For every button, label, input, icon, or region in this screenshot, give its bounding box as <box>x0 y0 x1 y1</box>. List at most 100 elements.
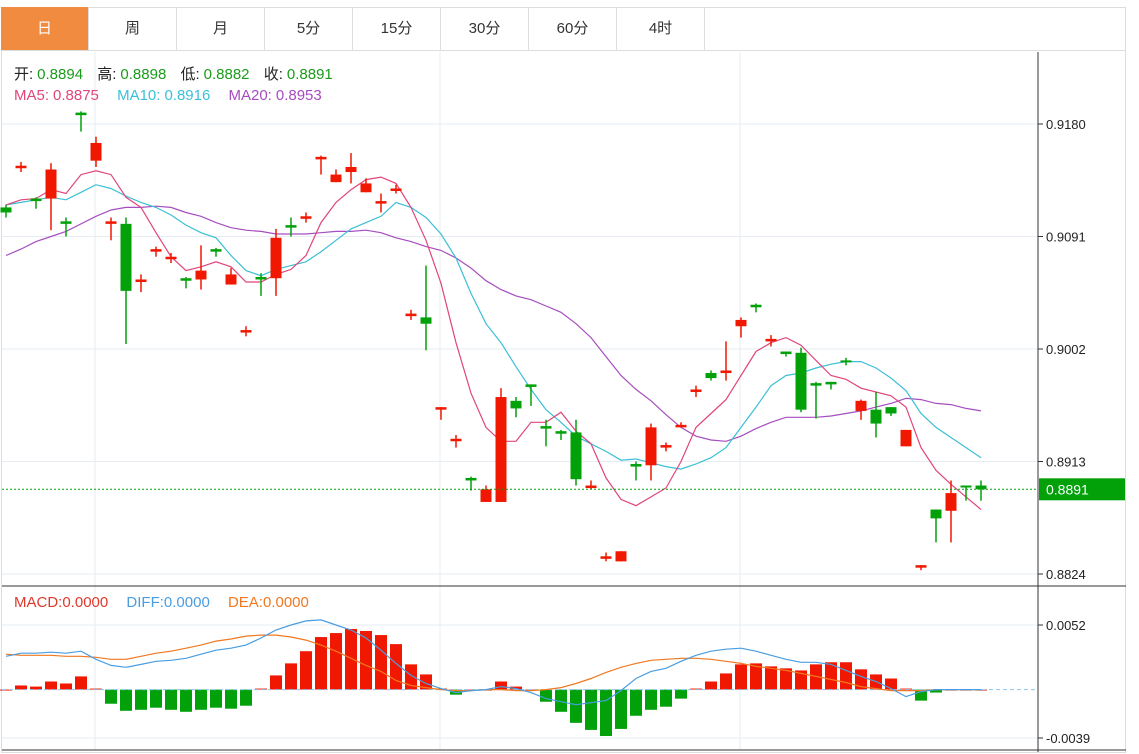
candle-body <box>75 112 87 116</box>
macd-histogram-bar <box>855 669 867 690</box>
candle-body <box>915 565 927 568</box>
macd-histogram-bar <box>930 689 942 693</box>
candle-body <box>135 279 147 283</box>
candle-body <box>315 156 327 160</box>
candle-body <box>945 493 957 511</box>
candle-body <box>405 313 417 317</box>
candle-body <box>855 400 867 411</box>
candle-body <box>810 383 822 386</box>
last-price-tag-label: 0.8891 <box>1046 481 1089 497</box>
candle-body <box>210 249 222 252</box>
chart-container <box>1 7 1126 753</box>
candle-body <box>255 276 267 280</box>
candle-body <box>240 330 252 333</box>
candle-body <box>900 429 912 447</box>
low-value: 0.8882 <box>203 66 250 83</box>
tab-60min[interactable]: 60分 <box>529 7 617 50</box>
candle-body <box>45 169 57 199</box>
macd-histogram-bar <box>345 628 357 690</box>
macd-histogram-bar <box>780 668 792 690</box>
macd-histogram-bar <box>195 689 207 710</box>
macd-histogram-bar <box>585 689 597 730</box>
macd-histogram-bar <box>615 689 627 729</box>
macd-histogram-bar <box>705 681 717 690</box>
candle-body <box>90 142 102 161</box>
candle-body <box>705 373 717 379</box>
tab-30min[interactable]: 30分 <box>441 7 529 50</box>
macd-histogram-bar <box>630 689 642 716</box>
candle-body <box>0 207 12 213</box>
candle-body <box>525 384 537 387</box>
candle-body <box>870 409 882 424</box>
price-tick-label: 0.8824 <box>1046 567 1086 582</box>
macd-histogram-bar <box>570 689 582 723</box>
dea-value: 0.0000 <box>262 594 309 611</box>
macd-histogram-bar <box>330 633 342 690</box>
tab-5min[interactable]: 5分 <box>265 7 353 50</box>
candle-body <box>180 278 192 281</box>
tab-4hour[interactable]: 4时 <box>617 7 705 50</box>
candle-body <box>675 424 687 428</box>
open-value: 0.8894 <box>37 66 84 83</box>
macd-histogram-bar <box>105 689 117 704</box>
macd-histogram-bar <box>360 630 372 690</box>
macd-histogram-bar <box>285 663 297 690</box>
candle-body <box>600 556 612 559</box>
macd-histogram-bar <box>270 675 282 690</box>
ma-legend: MA5: 0.8875 MA10: 0.8916 MA20: 0.8953 <box>14 87 326 104</box>
dea-label: DEA: <box>227 594 263 611</box>
candle-body <box>375 201 387 204</box>
tab-week[interactable]: 周 <box>89 7 177 50</box>
tab-15min[interactable]: 15分 <box>353 7 441 50</box>
candle-body <box>570 432 582 480</box>
candle-body <box>195 270 207 280</box>
ma5-value: 0.8875 <box>53 87 99 104</box>
macd-histogram-bar <box>720 673 732 690</box>
macd-histogram-bar <box>750 663 762 690</box>
macd-histogram-bar <box>180 689 192 712</box>
candle-body <box>765 338 777 342</box>
candle-body <box>930 509 942 519</box>
macd-histogram-bar <box>45 681 57 690</box>
macd-tick-label: -0.0039 <box>1046 731 1090 746</box>
macd-histogram-bar <box>210 689 222 708</box>
price-tick-label: 0.8913 <box>1046 455 1086 470</box>
tab-month[interactable]: 月 <box>177 7 265 50</box>
candle-body <box>480 489 492 502</box>
candle-body <box>345 166 357 173</box>
macd-histogram-bar <box>375 635 387 690</box>
candle-body <box>330 174 342 183</box>
macd-histogram-bar <box>150 689 162 708</box>
price-tick-label: 0.9002 <box>1046 342 1086 357</box>
macd-histogram-bar <box>885 678 897 690</box>
macd-histogram-bar <box>120 689 132 711</box>
candle-body <box>30 198 42 202</box>
candle-body <box>285 225 297 228</box>
last-price-tag <box>1039 478 1125 501</box>
candle-body <box>720 370 732 374</box>
low-label: 低: <box>180 66 200 83</box>
candle-body <box>750 304 762 308</box>
candle-body <box>465 477 477 481</box>
candle-body <box>630 464 642 467</box>
ma5-label: MA5: <box>14 87 50 104</box>
candle-body <box>645 427 657 466</box>
macd-histogram-bar <box>135 689 147 710</box>
price-tick-label: 0.9091 <box>1046 230 1086 245</box>
macd-histogram-bar <box>75 676 87 690</box>
candle-body <box>105 221 117 224</box>
open-label: 开: <box>14 66 34 83</box>
candle-body <box>555 431 567 434</box>
tab-day[interactable]: 日 <box>1 7 89 50</box>
candle-body <box>225 274 237 285</box>
candle-body <box>360 183 372 193</box>
macd-histogram-bar <box>765 666 777 690</box>
macd-histogram-bar <box>660 689 672 707</box>
candle-body <box>885 407 897 414</box>
ma10-line <box>5 184 982 470</box>
ma5-line <box>5 170 982 510</box>
ma10-value: 0.8916 <box>164 87 211 104</box>
high-label: 高: <box>97 66 117 83</box>
price-tick-label: 0.9180 <box>1046 117 1086 132</box>
